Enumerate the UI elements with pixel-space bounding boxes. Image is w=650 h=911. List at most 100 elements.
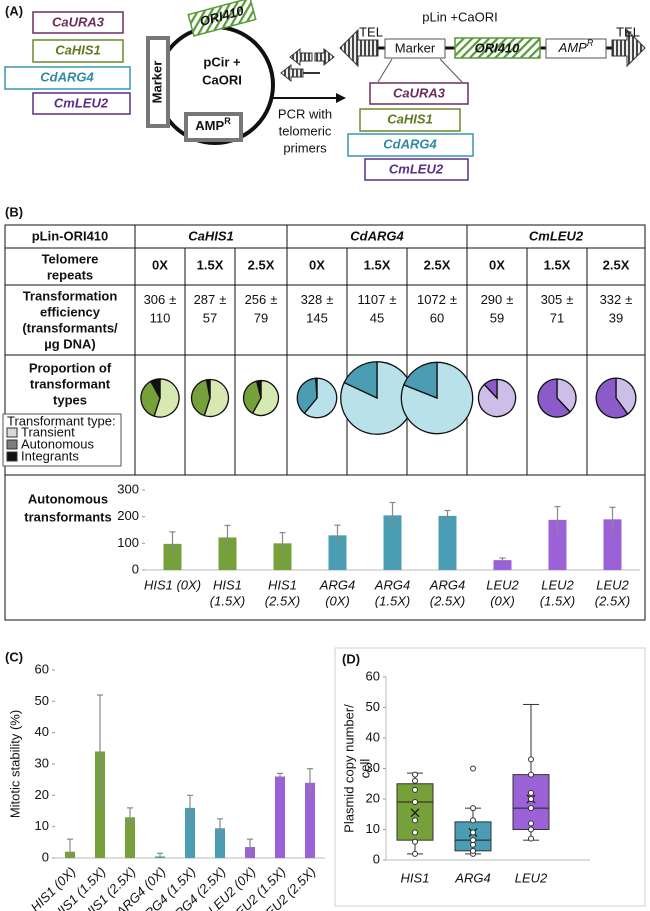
ori-box — [454, 37, 541, 59]
bar — [163, 543, 182, 570]
x-tick-label: ARG4 — [374, 577, 410, 592]
bar — [215, 828, 225, 858]
efficiency: 332 ± — [600, 292, 633, 307]
bar — [273, 543, 292, 570]
y-tick-label: 40 — [35, 724, 49, 739]
y-tick-label: 0 — [373, 851, 380, 866]
efficiency-mean: 290 — [481, 292, 503, 307]
shape — [364, 158, 469, 181]
marker-name: CaURA3 — [393, 85, 446, 100]
efficiency-sep: ± — [625, 292, 632, 307]
amp-text: AMP — [195, 118, 224, 133]
plasmid-name: pCir + — [203, 54, 241, 69]
shape — [369, 82, 469, 105]
row-label: Transformation — [23, 288, 118, 303]
telomere-repeats: 1.5X — [364, 257, 391, 272]
efficiency: 256 ± — [245, 292, 278, 307]
telomere-repeats: 0X — [489, 257, 505, 272]
row-label: µg DNA) — [44, 336, 96, 351]
pie-wedge — [303, 377, 338, 419]
row-label: transformants — [24, 509, 111, 524]
efficiency-sep: ± — [506, 292, 513, 307]
legend-title: Transformant type: — [7, 413, 116, 428]
efficiency-sep: ± — [326, 292, 333, 307]
pie-wedge — [343, 361, 378, 400]
data-point — [412, 777, 418, 784]
row-label: Proportion of — [29, 360, 112, 375]
efficiency-mean: 1072 — [417, 292, 446, 307]
efficiency-sd: 60 — [430, 310, 444, 325]
pie-wedge — [251, 379, 280, 417]
row-label: types — [53, 392, 87, 407]
efficiency-mean: 332 — [600, 292, 622, 307]
data-point — [412, 786, 418, 793]
efficiency-sep: ± — [566, 292, 573, 307]
group-header: CaHIS1 — [188, 228, 234, 243]
panel-label: (D) — [342, 651, 360, 666]
efficiency-sep: ± — [450, 292, 457, 307]
row-label: (transformants/ — [22, 320, 118, 335]
x-tick-label: ARG4 — [319, 577, 355, 592]
marker-name: CaHIS1 — [387, 111, 433, 126]
shape — [187, 0, 257, 37]
row-label: Telomere — [42, 251, 99, 266]
legend-swatch — [6, 451, 18, 462]
y-tick-label: 0 — [42, 849, 49, 864]
pie-wedge — [149, 378, 161, 399]
marker-name: CdARG4 — [40, 69, 94, 84]
x-tick-label: LEU2 — [486, 577, 519, 592]
y-tick-label: 40 — [366, 729, 380, 744]
x-tick-label: (1.5X) — [375, 593, 410, 608]
x-tick-label: HIS1 — [401, 870, 430, 885]
pie-wedge — [205, 378, 211, 399]
efficiency-sd: 71 — [550, 310, 564, 325]
y-tick-label: 60 — [35, 661, 49, 676]
marker-label: Marker — [149, 61, 164, 104]
row-label: transformant — [30, 376, 111, 391]
x-tick-label: (0X) — [490, 593, 515, 608]
marker-box — [146, 36, 170, 128]
shape — [4, 66, 131, 90]
bar — [493, 560, 512, 570]
marker-name: CmLEU2 — [389, 161, 444, 176]
efficiency-sep: ± — [270, 292, 277, 307]
telomere-repeats: 0X — [152, 257, 168, 272]
amp-sup: R — [587, 38, 594, 48]
plasmid-name: CaORI — [202, 72, 242, 87]
bar — [603, 519, 622, 570]
x-tick-label: LEU2 — [596, 577, 629, 592]
efficiency: 287 ± — [194, 292, 227, 307]
data-point — [470, 847, 476, 854]
pie-wedge — [242, 380, 262, 415]
data-point — [528, 771, 534, 778]
pie-wedge — [296, 377, 318, 415]
primer-arrows — [272, 47, 346, 103]
pie-wedge — [537, 378, 571, 418]
y-tick-label: 20 — [366, 790, 380, 805]
y-tick-label: 100 — [117, 535, 139, 550]
pie-wedge — [315, 377, 318, 399]
x-tick-label: HIS1 — [213, 577, 242, 592]
efficiency-sep: ± — [219, 292, 226, 307]
y-tick-label: 50 — [35, 693, 49, 708]
y-tick-label: 10 — [35, 818, 49, 833]
efficiency: 306 ± — [144, 292, 177, 307]
left-markers: CaURA3 CaHIS1 CdARG4 CmLEU2 — [4, 11, 131, 115]
right-markers: CaURA3 CaHIS1 CdARG4 CmLEU2 — [347, 82, 474, 181]
telomere-repeats: 2.5X — [424, 257, 451, 272]
box — [512, 774, 550, 830]
pie-wedge — [255, 379, 262, 399]
x-tick-label: (2.5X) — [595, 593, 630, 608]
data-point — [412, 817, 418, 824]
bar — [275, 776, 285, 858]
y-axis-label: Mitotic stability (%) — [7, 710, 22, 818]
telomere-repeats: 1.5X — [544, 257, 571, 272]
shape — [347, 133, 474, 157]
x-tick-label: (2.5X) — [265, 593, 300, 608]
shape — [32, 39, 124, 63]
panel-label: (A) — [5, 3, 23, 18]
telomere-repeats: 1.5X — [197, 257, 224, 272]
bar — [185, 807, 195, 858]
y-axis-label: Plasmid copy number/ — [341, 704, 356, 833]
linear-name: pLin +CaORI — [422, 9, 498, 24]
